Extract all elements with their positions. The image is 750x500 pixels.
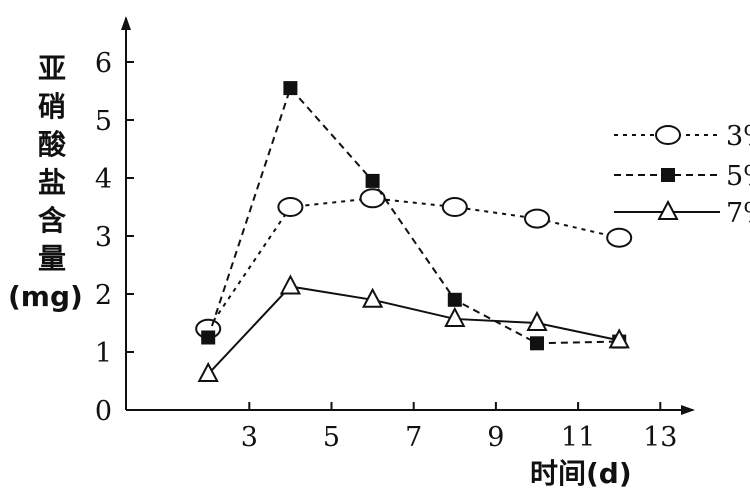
legend-marker (657, 199, 679, 220)
ylabel-char: 亚 (38, 52, 66, 85)
ylabel-char: 硝 (38, 90, 66, 123)
data-point (197, 361, 219, 383)
data-point (444, 306, 466, 327)
y-tick-label: 0 (95, 396, 112, 427)
ylabel-unit: (mg) (8, 280, 83, 313)
x-tick-label: 5 (323, 422, 340, 453)
x-tick-label: 11 (561, 422, 595, 453)
legend-label: 3% (726, 121, 750, 152)
series-line (207, 197, 620, 330)
x-tick-label: 9 (487, 422, 504, 453)
legend-label: 5% (726, 161, 750, 192)
ylabel-char: 含 (38, 204, 67, 237)
ylabel-char: 量 (38, 242, 66, 275)
x-ticks: 3 5 7 9 11 13 (241, 402, 677, 453)
data-point (359, 188, 386, 209)
data-point (279, 274, 302, 295)
x-tick-label: 13 (643, 422, 677, 453)
ylabel-char: 盐 (38, 166, 66, 199)
x-axis-label: 时间(d) (530, 457, 632, 490)
data-point (606, 227, 633, 248)
legend: 3% 5% 7% (614, 121, 750, 229)
data-point (277, 197, 304, 217)
data-point (201, 330, 216, 345)
y-axis-label: 亚 硝 酸 盐 含 量 (mg) (8, 52, 83, 313)
data-point (608, 328, 630, 349)
legend-label: 7% (726, 198, 750, 229)
legend-marker (661, 168, 675, 182)
series-1 (195, 188, 633, 339)
ylabel-char: 酸 (38, 128, 67, 161)
series-line (207, 86, 620, 345)
data-point (526, 310, 548, 331)
series-line (207, 285, 620, 375)
data-point (530, 336, 544, 351)
y-tick-label: 3 (95, 222, 112, 253)
y-tick-label: 2 (95, 280, 112, 311)
y-tick-label: 4 (95, 164, 112, 195)
y-tick-label: 5 (95, 106, 112, 137)
data-point (361, 287, 384, 308)
data-point (441, 197, 468, 217)
legend-marker (655, 125, 681, 145)
data-point (365, 173, 380, 188)
y-tick-label: 1 (95, 338, 112, 369)
data-point (283, 81, 298, 96)
data-point (447, 292, 462, 307)
x-tick-label: 7 (405, 422, 422, 453)
y-tick-label: 6 (95, 48, 112, 79)
x-tick-label: 3 (241, 422, 258, 453)
series-3 (197, 274, 630, 383)
series-2 (201, 81, 627, 351)
data-point (524, 208, 550, 229)
y-ticks: 0 1 2 3 4 5 6 (95, 48, 134, 427)
series-layer (195, 81, 633, 383)
